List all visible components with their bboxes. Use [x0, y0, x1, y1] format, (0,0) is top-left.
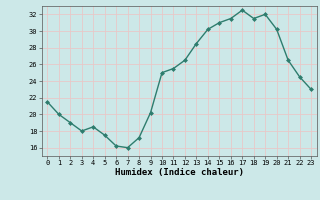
X-axis label: Humidex (Indice chaleur): Humidex (Indice chaleur) — [115, 168, 244, 177]
